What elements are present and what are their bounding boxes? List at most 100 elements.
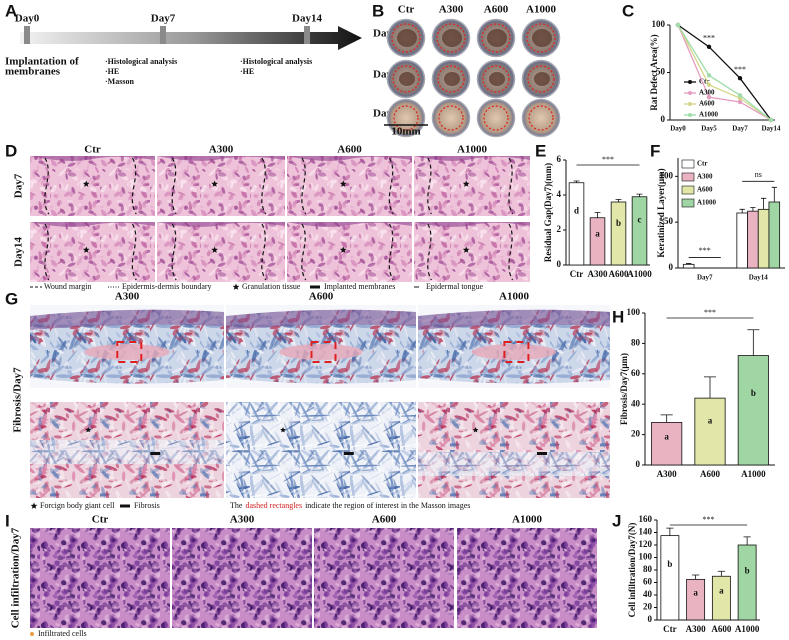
column-header: A600 xyxy=(337,144,362,156)
legend-symbol xyxy=(30,502,38,509)
column-header: A300 xyxy=(209,144,234,156)
panel-label: G xyxy=(5,289,18,308)
wound-margin xyxy=(508,157,514,215)
column-header: A600 xyxy=(309,291,334,303)
legend-label: A300 xyxy=(697,173,713,181)
wound-margin xyxy=(131,157,137,215)
bar-letter: b xyxy=(667,559,672,569)
he-image xyxy=(30,222,155,282)
significance: *** xyxy=(734,65,746,74)
y-tick-label: 160 xyxy=(639,514,653,524)
wound xyxy=(534,72,550,86)
x-tick-label: A300 xyxy=(588,269,608,279)
point xyxy=(737,93,743,98)
wound-outline xyxy=(438,105,464,131)
column-header: A600 xyxy=(372,514,397,526)
x-tick-label: Day0 xyxy=(670,125,686,133)
legend-swatch xyxy=(681,172,695,182)
column-header: A300 xyxy=(439,4,464,16)
y-tick-label: 0 xyxy=(669,262,674,272)
y-tick-label: 50 xyxy=(664,216,674,226)
wound-margin xyxy=(44,223,50,281)
wound-margin xyxy=(131,223,137,281)
wound-outline xyxy=(481,23,511,53)
error-bar xyxy=(760,197,767,210)
wound-outline xyxy=(482,65,510,93)
fibrosis-marker xyxy=(537,452,548,455)
y-tick-label: 100 xyxy=(639,552,653,562)
wound-outline xyxy=(391,23,421,53)
bar xyxy=(660,535,680,621)
wound-margin xyxy=(508,223,514,281)
wound xyxy=(489,72,505,86)
error-bar xyxy=(743,536,751,545)
point xyxy=(706,44,712,50)
x-tick-label: A600 xyxy=(711,624,731,634)
error-bar xyxy=(686,263,692,265)
panel-label: I xyxy=(5,511,10,530)
he-image xyxy=(414,156,530,216)
timeline-note: ·HE xyxy=(105,67,119,76)
legend-label: Implanted membranes xyxy=(324,282,395,291)
epidermis xyxy=(30,222,155,227)
legend-label: Granulation tissue xyxy=(242,282,301,291)
error-bar xyxy=(660,414,673,423)
bar-letter: c xyxy=(638,215,642,225)
error-bar xyxy=(703,376,717,399)
granulation-marker xyxy=(211,180,218,187)
membrane-region xyxy=(471,344,557,360)
column-header: A1000 xyxy=(499,291,529,303)
bar xyxy=(747,210,759,269)
y-tick-label: 60 xyxy=(643,577,653,587)
x-tick-label: Day14 xyxy=(761,125,781,133)
legend-swatch xyxy=(681,185,695,195)
wound-margin xyxy=(261,157,267,215)
bar xyxy=(768,201,781,269)
epidermis xyxy=(157,222,285,227)
granulation-marker xyxy=(82,246,90,253)
roi-rectangle xyxy=(310,341,337,363)
he-cells-image xyxy=(314,528,454,628)
error-bar xyxy=(636,193,643,197)
y-tick-label: 100 xyxy=(660,170,674,180)
bar xyxy=(737,355,769,466)
row-label: Fibrosis/Day7 xyxy=(12,367,24,433)
error-bar xyxy=(771,186,777,202)
timeline-tick xyxy=(24,26,30,44)
epidermis xyxy=(157,156,285,161)
error-bar xyxy=(750,207,756,212)
giant-cell-marker xyxy=(472,427,479,433)
granulation-marker xyxy=(339,246,347,253)
y-tick-label: 6 xyxy=(557,154,562,164)
y-tick-label: 100 xyxy=(627,307,641,317)
point xyxy=(768,117,774,123)
series-line xyxy=(677,24,772,121)
legend-label: Wound margin xyxy=(44,282,91,291)
significance: *** xyxy=(699,246,711,255)
timeline-note: ·Histological analysis xyxy=(240,57,312,66)
wound-margin xyxy=(427,223,432,281)
y-axis-label: Residual Gap(Day7)(mm) xyxy=(543,163,553,262)
y-tick-label: 0 xyxy=(636,459,641,469)
y-tick-label: 2 xyxy=(557,224,562,234)
epidermis xyxy=(287,156,412,161)
dish-photo xyxy=(386,98,426,138)
bar xyxy=(694,397,726,466)
wound-outline xyxy=(526,23,556,53)
legend-symbol xyxy=(30,632,34,636)
scale-bar-label: 10mm xyxy=(391,126,420,138)
y-axis-label: Keratinized Layer(μm) xyxy=(656,168,666,257)
wound-margin xyxy=(388,157,394,215)
he-image xyxy=(287,222,412,282)
bar xyxy=(736,212,748,269)
y-tick-label: 0 xyxy=(557,259,562,269)
legend-swatch xyxy=(681,159,695,169)
significance: *** xyxy=(703,34,715,43)
he-cells-image xyxy=(30,528,170,628)
bar-letter: d xyxy=(574,206,579,216)
y-tick-label: 120 xyxy=(639,539,653,549)
fibrosis-band xyxy=(418,452,610,476)
bar xyxy=(651,422,683,466)
panel-label: A xyxy=(5,1,17,20)
wound xyxy=(442,29,462,47)
